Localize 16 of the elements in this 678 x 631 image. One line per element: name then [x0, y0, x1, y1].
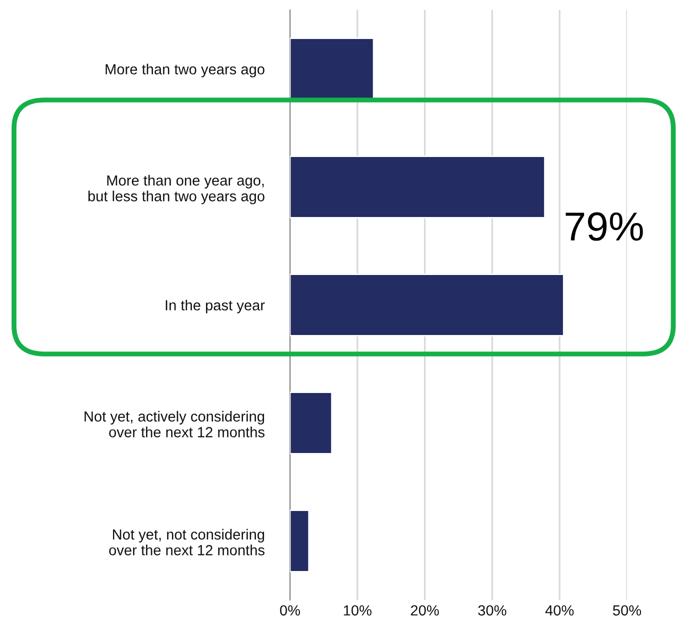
bar	[290, 510, 310, 572]
x-tick-label: 40%	[545, 605, 574, 616]
x-tick-label: 30%	[478, 605, 506, 616]
y-tick-label: More than one year ago, but less than two years ago	[88, 174, 264, 204]
annotation: 79%	[566, 212, 643, 241]
y-tick-label: Not yet, not considering over the next 12 months	[109, 528, 264, 556]
bar	[290, 156, 546, 218]
x-tick-label: 50%	[612, 605, 642, 616]
x-tick-label: 20%	[410, 605, 439, 616]
y-tick-label: In the past year	[166, 300, 265, 314]
y-tick-label: Not yet, actively considering over the next 12 months	[84, 410, 264, 438]
x-tick-label: 0%	[280, 605, 300, 616]
bar	[290, 392, 332, 454]
y-tick-label: More than two years ago	[106, 64, 264, 78]
bar	[290, 274, 564, 336]
x-tick-label: 10%	[344, 605, 372, 616]
